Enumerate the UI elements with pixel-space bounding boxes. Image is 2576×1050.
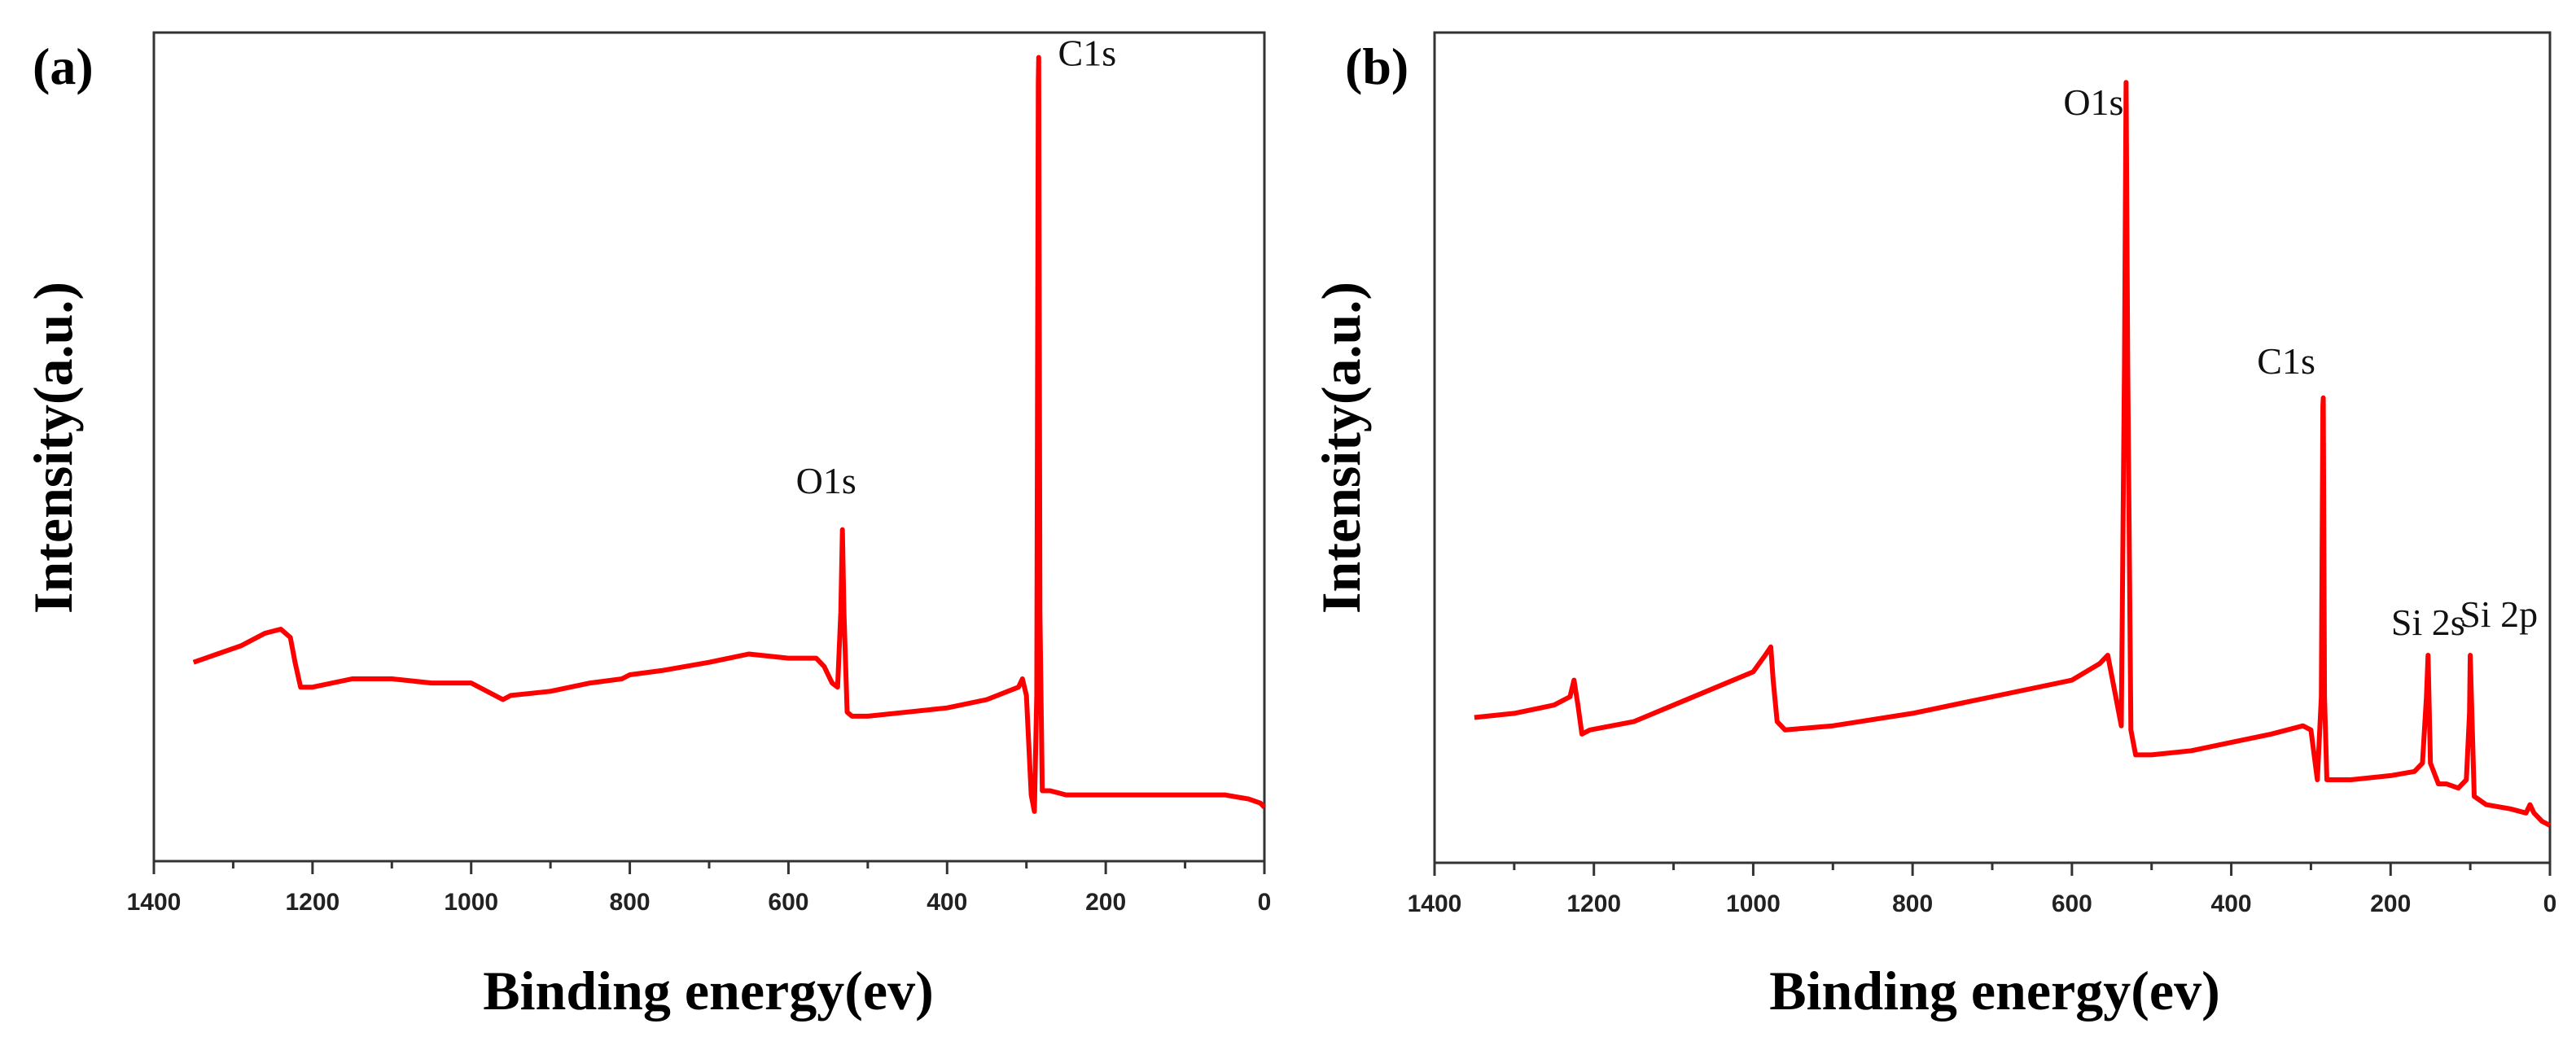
panel-b-x-tick-label: 200	[2370, 890, 2411, 917]
panel-a-peak-label-c1s: C1s	[1058, 33, 1117, 74]
panel-b-chart: (b) Intensity(a.u.) Binding energy(ev) 1…	[1310, 31, 2557, 1022]
panel-a-peak-label-o1s: O1s	[796, 460, 856, 501]
panel-b-x-tick-label: 0	[2543, 890, 2557, 917]
panel-a-x-tick-label: 800	[610, 889, 651, 916]
panel-a-x-tick-label: 1200	[285, 889, 340, 916]
panel-b-peak-label-c1s: C1s	[2257, 340, 2315, 382]
panel-b-y-axis-title: Intensity(a.u.)	[1310, 282, 1372, 614]
panel-a-x-tick-label: 1000	[444, 889, 498, 916]
panel-b-peak-label-si-2p: Si 2p	[2460, 593, 2538, 635]
panel-b-x-tick-label: 1200	[1566, 890, 1621, 917]
panel-b-label: (b)	[1345, 37, 1408, 95]
panel-a-x-axis-title: Binding energy(ev)	[483, 960, 933, 1022]
panel-b-peak-label-si-2s: Si 2s	[2391, 602, 2465, 643]
panel-a-peak-annotations: C1s O1s	[796, 33, 1117, 501]
panel-b-x-tick-label: 400	[2211, 890, 2252, 917]
panel-a-y-axis-title: Intensity(a.u.)	[22, 282, 84, 614]
panel-b-x-axis-ticks: 1400 1200 1000 800 600 400 200 0	[1408, 863, 2557, 917]
panel-b-x-tick-label: 600	[2052, 890, 2092, 917]
panel-a-x-axis-ticks: 1400 1200 1000 800 600 400 200 0	[127, 861, 1272, 916]
panel-b-x-tick-label: 1000	[1726, 890, 1781, 917]
panel-b-x-tick-label: 800	[1892, 890, 1933, 917]
panel-a-x-tick-label: 1400	[127, 889, 182, 916]
panel-a-label: (a)	[33, 37, 94, 95]
panel-a-series-line	[192, 55, 1267, 814]
panel-b-series-line	[1474, 80, 2552, 828]
panel-a-chart: (a) Intensity(a.u.) Binding energy(ev) 1…	[22, 31, 1272, 1022]
panel-a-x-tick-label: 0	[1258, 889, 1272, 916]
panel-a-x-tick-label: 400	[927, 889, 967, 916]
panel-b-x-tick-label: 1400	[1408, 890, 1462, 917]
panel-a-x-tick-label: 200	[1085, 889, 1126, 916]
panel-b-x-axis-title: Binding energy(ev)	[1769, 960, 2219, 1022]
panel-a-x-tick-label: 600	[768, 889, 808, 916]
panel-b-peak-label-o1s: O1s	[2063, 81, 2123, 123]
